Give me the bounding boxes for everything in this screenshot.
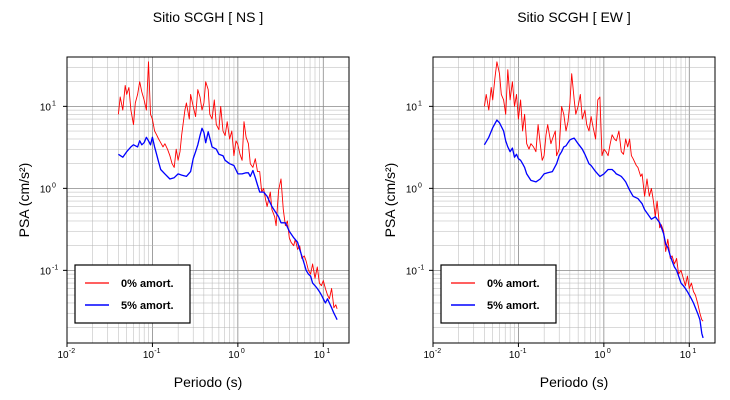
legend-label: 0% amort.	[487, 278, 540, 290]
chart-panel-1: Sitio SCGH [ NS ]10 -2 10 -1 10 0 10 110 -110 010…	[16, 9, 350, 390]
x-tick-label: 10	[143, 350, 155, 361]
y-tick-label: 10	[40, 102, 52, 113]
x-tick-exponent: -1	[154, 348, 160, 355]
y-tick-exponent: -1	[418, 264, 424, 271]
x-tick-label: 10	[423, 350, 435, 361]
x-axis-label: Periodo (s)	[540, 374, 608, 390]
x-tick-label: 10	[594, 350, 606, 361]
y-tick-label: 10	[406, 102, 418, 113]
y-tick-exponent: 1	[52, 100, 56, 107]
legend: 0% amort. 5% amort.	[74, 264, 191, 324]
plot-frame	[432, 56, 716, 344]
chart-panel-2: Sitio SCGH [ EW ]10 -2 10 -1 10 0 10 110 -110 010…	[382, 9, 716, 390]
series-line-damping-0	[483, 61, 704, 322]
x-tick-exponent: 1	[326, 348, 330, 355]
y-tick-label: 10	[40, 266, 52, 277]
y-tick-label: 10	[406, 184, 418, 195]
grid	[67, 57, 349, 343]
y-tick-exponent: 1	[418, 100, 422, 107]
x-tick-label: 10	[228, 350, 240, 361]
y-tick-exponent: 0	[418, 182, 422, 189]
legend-box	[74, 264, 191, 324]
x-tick-label: 10	[57, 350, 69, 361]
y-axis-label: PSA (cm/s²)	[16, 163, 32, 238]
legend-label: 0% amort.	[121, 278, 174, 290]
y-tick-label: 10	[406, 266, 418, 277]
x-tick-exponent: -2	[69, 348, 75, 355]
x-axis-label: Periodo (s)	[174, 374, 242, 390]
legend-label: 5% amort.	[487, 300, 540, 312]
plot-frame	[66, 56, 350, 344]
chart-title: Sitio SCGH [ EW ]	[517, 9, 631, 25]
x-tick-label: 10	[680, 350, 692, 361]
x-tick-exponent: -1	[520, 348, 526, 355]
grid	[433, 57, 715, 343]
legend-label: 5% amort.	[121, 300, 174, 312]
series-line-damping-5	[483, 119, 704, 339]
x-tick-exponent: 0	[607, 348, 611, 355]
x-tick-label: 10	[314, 350, 326, 361]
legend: 0% amort. 5% amort.	[440, 264, 557, 324]
x-tick-label: 10	[509, 350, 521, 361]
x-tick-exponent: 1	[692, 348, 696, 355]
y-axis-label: PSA (cm/s²)	[382, 163, 398, 238]
chart-title: Sitio SCGH [ NS ]	[153, 9, 263, 25]
legend-box	[440, 264, 557, 324]
y-tick-exponent: -1	[52, 264, 58, 271]
series-line-damping-5	[118, 127, 338, 320]
y-tick-exponent: 0	[52, 182, 56, 189]
y-tick-label: 10	[40, 184, 52, 195]
x-tick-exponent: 0	[241, 348, 245, 355]
x-tick-exponent: -2	[435, 348, 441, 355]
